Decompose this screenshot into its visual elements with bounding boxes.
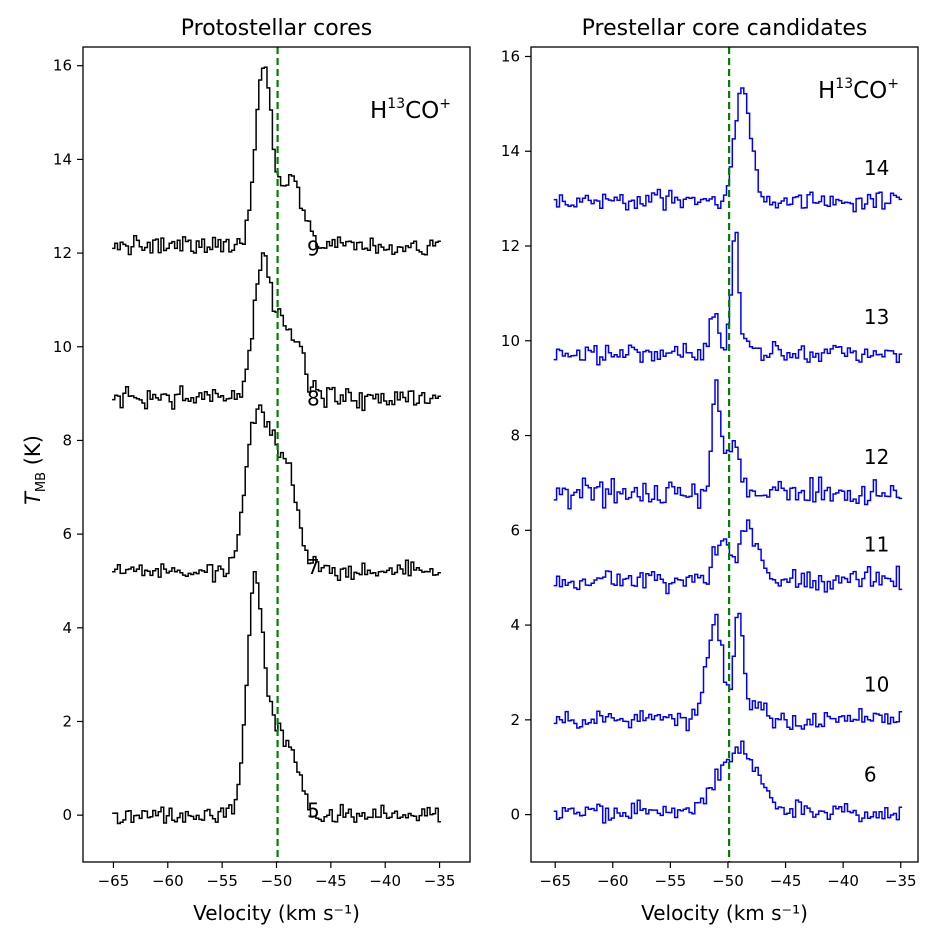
y-tick-label: 0	[510, 806, 520, 824]
y-axis-label-sub: MB	[34, 472, 49, 492]
axes-frame-prestellar	[530, 46, 919, 863]
spectrum-label-5: 5	[307, 799, 320, 823]
x-tick-label: −35	[885, 872, 917, 890]
spectrum-11	[553, 519, 903, 595]
panel-prestellar: Prestellar core candidates −65 −60 −55 −50−…	[501, 16, 919, 925]
y-tick-label: 14	[53, 150, 72, 168]
y-tick-label: 16	[53, 57, 72, 75]
y-tick-label: 14	[501, 142, 520, 160]
y-tick-label: 10	[53, 338, 72, 356]
y-axis-label: TMB (K)	[21, 435, 49, 505]
x-tick-label: −55	[655, 872, 687, 890]
spectrum-5	[112, 570, 441, 825]
x-tick-label: −55	[206, 872, 238, 890]
molecule-annotation-prestellar: H13CO+	[818, 76, 899, 104]
spectrum-label-14: 14	[864, 156, 889, 180]
x-tick-label: −50	[261, 872, 293, 890]
y-tick-label: 2	[62, 712, 72, 730]
y-tick-label: 0	[62, 806, 72, 824]
spectrum-label-11: 11	[864, 533, 889, 557]
spectrum-label-6: 6	[864, 762, 877, 786]
x-tick-label: −60	[597, 872, 629, 890]
x-tick-label: −60	[152, 872, 184, 890]
x-tick-label: −35	[424, 872, 456, 890]
y-tick-label: 8	[62, 431, 72, 449]
panel-protostellar: Protostellar cores −65 −60 −55 −50 −45 −40 −35…	[53, 16, 471, 925]
spectrum-label-12: 12	[864, 445, 889, 469]
spectrum-12	[553, 379, 903, 510]
y-tick-label: 4	[62, 619, 72, 637]
y-axis-label-main: T	[21, 490, 45, 505]
spectrum-label-10: 10	[864, 672, 889, 696]
x-axis-label-prestellar: Velocity (km s⁻¹)	[641, 901, 808, 925]
axes-frame-protostellar	[82, 46, 471, 863]
x-tick-label: −45	[315, 872, 347, 890]
y-axis-label-unit: (K)	[21, 435, 45, 472]
spectrum-label-7: 7	[307, 555, 320, 579]
x-tick-label: −50	[712, 872, 744, 890]
y-tick-label: 6	[510, 521, 520, 539]
y-tick-label: 2	[510, 711, 520, 729]
x-tick-label: −65	[98, 872, 130, 890]
spectrum-8	[112, 252, 441, 412]
spectrum-6	[553, 740, 903, 824]
spectrum-label-13: 13	[864, 305, 889, 329]
plot-protostellar: −65 −60 −55 −50 −45 −40 −35 0 2 4 6 8 10 12 14 16 5 7 8 9	[53, 47, 455, 890]
molecule-annotation-protostellar: H13CO+	[370, 96, 451, 124]
x-axis-label-protostellar: Velocity (km s⁻¹)	[193, 901, 360, 925]
y-tick-label: 16	[501, 47, 520, 65]
x-tick-label: −40	[369, 872, 401, 890]
y-tick-label: 4	[510, 616, 520, 634]
plot-prestellar: −65 −60 −55 −50 −45 −40 −35 0 2 4 6 8 10 12 14 16 6 10 11 1…	[501, 47, 917, 890]
spectrum-13	[553, 231, 903, 366]
spectrum-10	[553, 612, 903, 732]
panel-title-prestellar: Prestellar core candidates	[582, 16, 868, 41]
panel-title-protostellar: Protostellar cores	[181, 16, 372, 41]
x-tick-label: −40	[827, 872, 859, 890]
spectrum-14	[553, 87, 903, 213]
y-tick-label: 8	[510, 427, 520, 445]
y-tick-label: 12	[53, 244, 72, 262]
y-tick-label: 10	[501, 332, 520, 350]
y-tick-label: 12	[501, 237, 520, 255]
x-tick-label: −45	[770, 872, 802, 890]
spectrum-label-9: 9	[307, 236, 320, 260]
x-tick-label: −65	[539, 872, 571, 890]
y-tick-label: 6	[62, 525, 72, 543]
spectrum-label-8: 8	[307, 386, 320, 410]
